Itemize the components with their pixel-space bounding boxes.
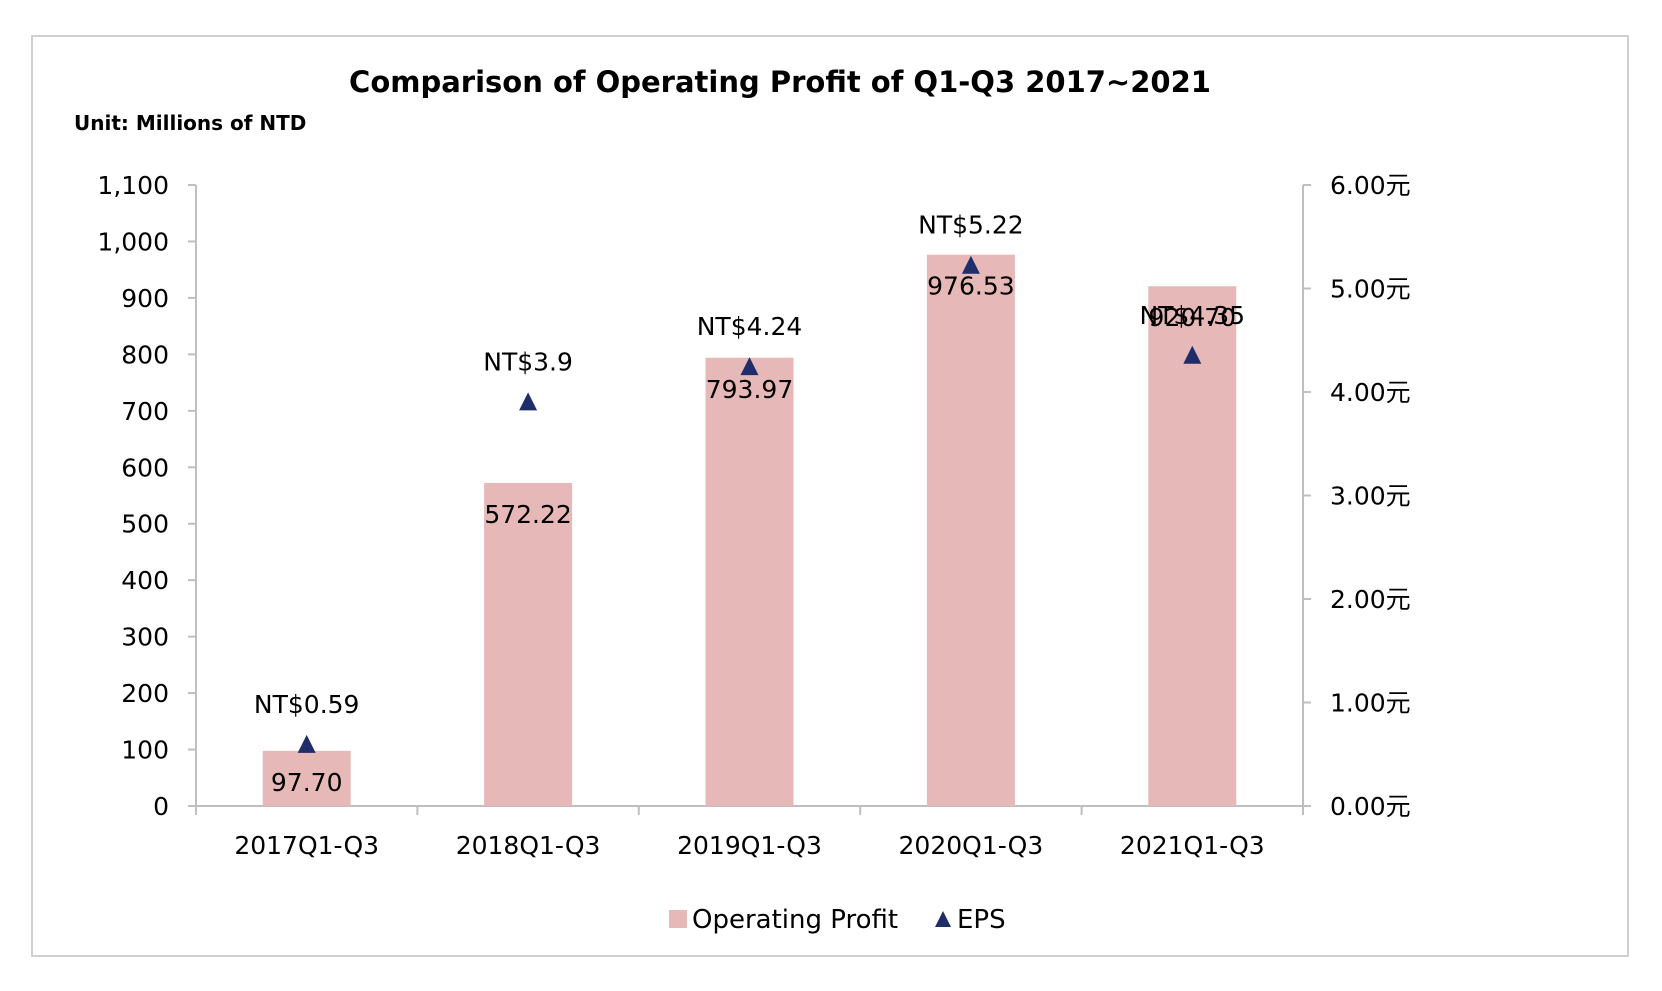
chart-title: Comparison of Operating Profit of Q1-Q3 … <box>349 65 1211 99</box>
right-tick-label: 6.00元 <box>1330 171 1411 200</box>
left-tick-label: 200 <box>121 679 169 708</box>
eps-marker <box>961 255 980 274</box>
bar-operating-profit <box>705 357 794 806</box>
unit-label: Unit: Millions of NTD <box>74 111 306 135</box>
bar-value-label: 976.53 <box>927 272 1014 301</box>
left-tick-label: 300 <box>121 623 169 652</box>
eps-value-label: NT$4.24 <box>697 312 803 341</box>
bar-operating-profit <box>926 254 1015 807</box>
legend: Operating Profit EPS <box>669 905 1006 935</box>
eps-value-label: NT$4.35 <box>1140 301 1246 330</box>
x-tick-label: 2018Q1-Q3 <box>456 831 601 860</box>
right-tick-label: 5.00元 <box>1330 275 1411 304</box>
eps-value-label: NT$3.9 <box>483 347 573 376</box>
legend-label-operating-profit: Operating Profit <box>692 905 898 935</box>
eps-value-label: NT$5.22 <box>918 211 1024 240</box>
left-tick-label: 100 <box>121 736 169 765</box>
bar-value-label: 97.70 <box>271 768 343 797</box>
right-tick-label: 2.00元 <box>1330 585 1411 614</box>
left-tick-label: 1,000 <box>97 227 169 256</box>
right-tick-label: 3.00元 <box>1330 482 1411 511</box>
data-labels: 97.70 572.22 793.97 976.53 920.70 NT$0.59 NT$3… <box>254 211 1245 797</box>
axes: 0 100 200 300 400 500 600 700 800 900 1,000 1,100 0.… <box>97 171 1410 860</box>
eps-marker <box>1183 345 1202 364</box>
bar-operating-profit <box>262 750 351 806</box>
bar-value-label: 920.70 <box>1149 303 1236 332</box>
x-tick-label: 2017Q1-Q3 <box>234 831 379 860</box>
left-tick-label: 800 <box>121 340 169 369</box>
bar-operating-profit <box>1148 286 1237 806</box>
right-tick-label: 4.00元 <box>1330 378 1411 407</box>
left-tick-label: 600 <box>121 453 169 482</box>
bar-operating-profit <box>484 482 573 806</box>
legend-swatch-operating-profit <box>669 910 687 928</box>
eps-marker <box>297 734 316 753</box>
eps-value-label: NT$0.59 <box>254 690 360 719</box>
x-tick-label: 2019Q1-Q3 <box>677 831 822 860</box>
legend-label-eps: EPS <box>957 905 1006 935</box>
x-tick-label: 2021Q1-Q3 <box>1120 831 1265 860</box>
bar-value-label: 793.97 <box>706 375 793 404</box>
bars <box>262 254 1237 807</box>
eps-markers <box>297 255 1202 753</box>
eps-marker <box>740 357 759 376</box>
right-tick-label: 0.00元 <box>1330 792 1411 821</box>
left-tick-label: 0 <box>153 792 169 821</box>
left-tick-label: 700 <box>121 397 169 426</box>
left-tick-label: 900 <box>121 284 169 313</box>
eps-marker <box>519 392 538 411</box>
right-tick-label: 1.00元 <box>1330 689 1411 718</box>
left-tick-label: 500 <box>121 510 169 539</box>
bar-value-label: 572.22 <box>484 500 571 529</box>
left-tick-label: 1,100 <box>97 171 169 200</box>
legend-marker-eps <box>935 911 951 927</box>
x-tick-label: 2020Q1-Q3 <box>899 831 1044 860</box>
left-tick-label: 400 <box>121 566 169 595</box>
